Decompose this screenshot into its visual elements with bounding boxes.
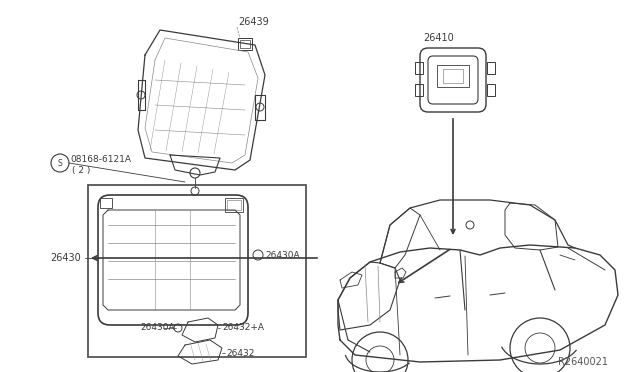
- Bar: [240, 40, 250, 48]
- Bar: [487, 84, 495, 96]
- Bar: [238, 38, 252, 50]
- Bar: [88, 185, 306, 357]
- Bar: [100, 198, 112, 208]
- Text: 26432+A: 26432+A: [222, 324, 264, 333]
- Text: R2640021: R2640021: [558, 357, 608, 367]
- Text: 26432: 26432: [226, 349, 254, 357]
- Bar: [415, 62, 423, 74]
- Text: S: S: [58, 158, 62, 167]
- Text: 26430: 26430: [50, 253, 81, 263]
- Bar: [437, 65, 469, 87]
- Bar: [415, 84, 423, 96]
- Text: 26430A: 26430A: [265, 250, 300, 260]
- Text: 26439: 26439: [238, 17, 269, 27]
- Bar: [487, 62, 495, 74]
- Bar: [443, 69, 463, 83]
- Text: 26410: 26410: [423, 33, 454, 43]
- Text: ( 2 ): ( 2 ): [72, 166, 90, 174]
- Bar: [227, 200, 241, 210]
- Text: 26430A: 26430A: [140, 324, 175, 333]
- Bar: [225, 198, 243, 212]
- Text: 08168-6121A: 08168-6121A: [70, 155, 131, 164]
